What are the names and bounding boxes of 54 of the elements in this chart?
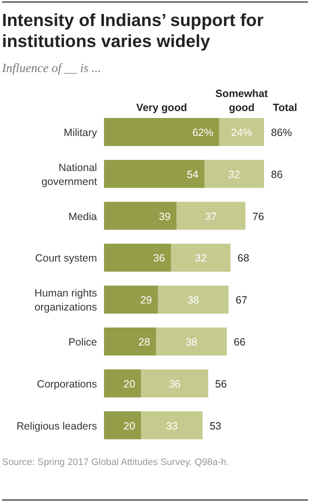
- bar: [104, 286, 158, 314]
- y-tick-label: Human rights organizations: [34, 288, 97, 314]
- bar: [104, 160, 204, 188]
- y-tick-label: National government: [42, 162, 98, 188]
- total-label: 67: [236, 294, 248, 307]
- bar: [104, 369, 142, 398]
- data-label: 28: [138, 336, 150, 348]
- data-label: 29: [140, 294, 152, 307]
- total-label: 56: [215, 378, 228, 390]
- bar: [219, 118, 264, 146]
- total-label: 86: [271, 168, 283, 181]
- total-label: 66: [234, 336, 246, 348]
- bar: [156, 328, 227, 356]
- data-label: 32: [194, 252, 207, 265]
- bar: [104, 411, 142, 440]
- total-label: 53: [210, 420, 222, 432]
- data-label: 54: [186, 168, 199, 181]
- bar: [204, 160, 264, 188]
- data-label: 32: [228, 168, 240, 181]
- total-label: 68: [238, 252, 250, 265]
- series-label: Very good: [136, 102, 188, 114]
- bar: [176, 202, 246, 230]
- bar: [170, 244, 231, 272]
- total-label: 76: [252, 210, 264, 223]
- chart-title: Intensity of Indians’ support for institutions varies widely: [2, 10, 264, 51]
- bar: [104, 118, 220, 146]
- y-tick-label: Corporations: [36, 378, 97, 390]
- bar: [141, 411, 203, 440]
- data-label: 62%: [192, 127, 214, 139]
- bar: [104, 328, 156, 356]
- data-label: 20: [124, 420, 136, 432]
- data-label: 36: [153, 252, 166, 265]
- data-label: 39: [158, 210, 171, 223]
- data-label: 38: [186, 336, 198, 348]
- y-tick-label: Court system: [35, 252, 98, 265]
- data-label: 20: [124, 378, 136, 390]
- data-label: 33: [166, 420, 178, 432]
- bar: [158, 286, 229, 314]
- data-label: 37: [205, 210, 217, 223]
- source-note: Source: Spring 2017 Global Attitudes Survey. Q98a-h.: [2, 457, 229, 468]
- data-label: 24%: [231, 127, 252, 139]
- data-label: 38: [187, 294, 200, 307]
- bar: [104, 244, 171, 272]
- text: Total: [272, 102, 298, 114]
- chart-subtitle: Influence of __ is ...: [1, 61, 101, 75]
- series-label: Somewhat good: [215, 88, 268, 114]
- y-tick-label: Police: [68, 336, 98, 348]
- y-tick-label: Military: [64, 127, 98, 139]
- bar: [104, 202, 177, 230]
- y-tick-label: Religious leaders: [16, 420, 97, 432]
- y-tick-label: Media: [68, 210, 98, 223]
- bar: [141, 369, 208, 398]
- data-label: 36: [168, 378, 181, 390]
- total-label: 86%: [271, 127, 292, 139]
